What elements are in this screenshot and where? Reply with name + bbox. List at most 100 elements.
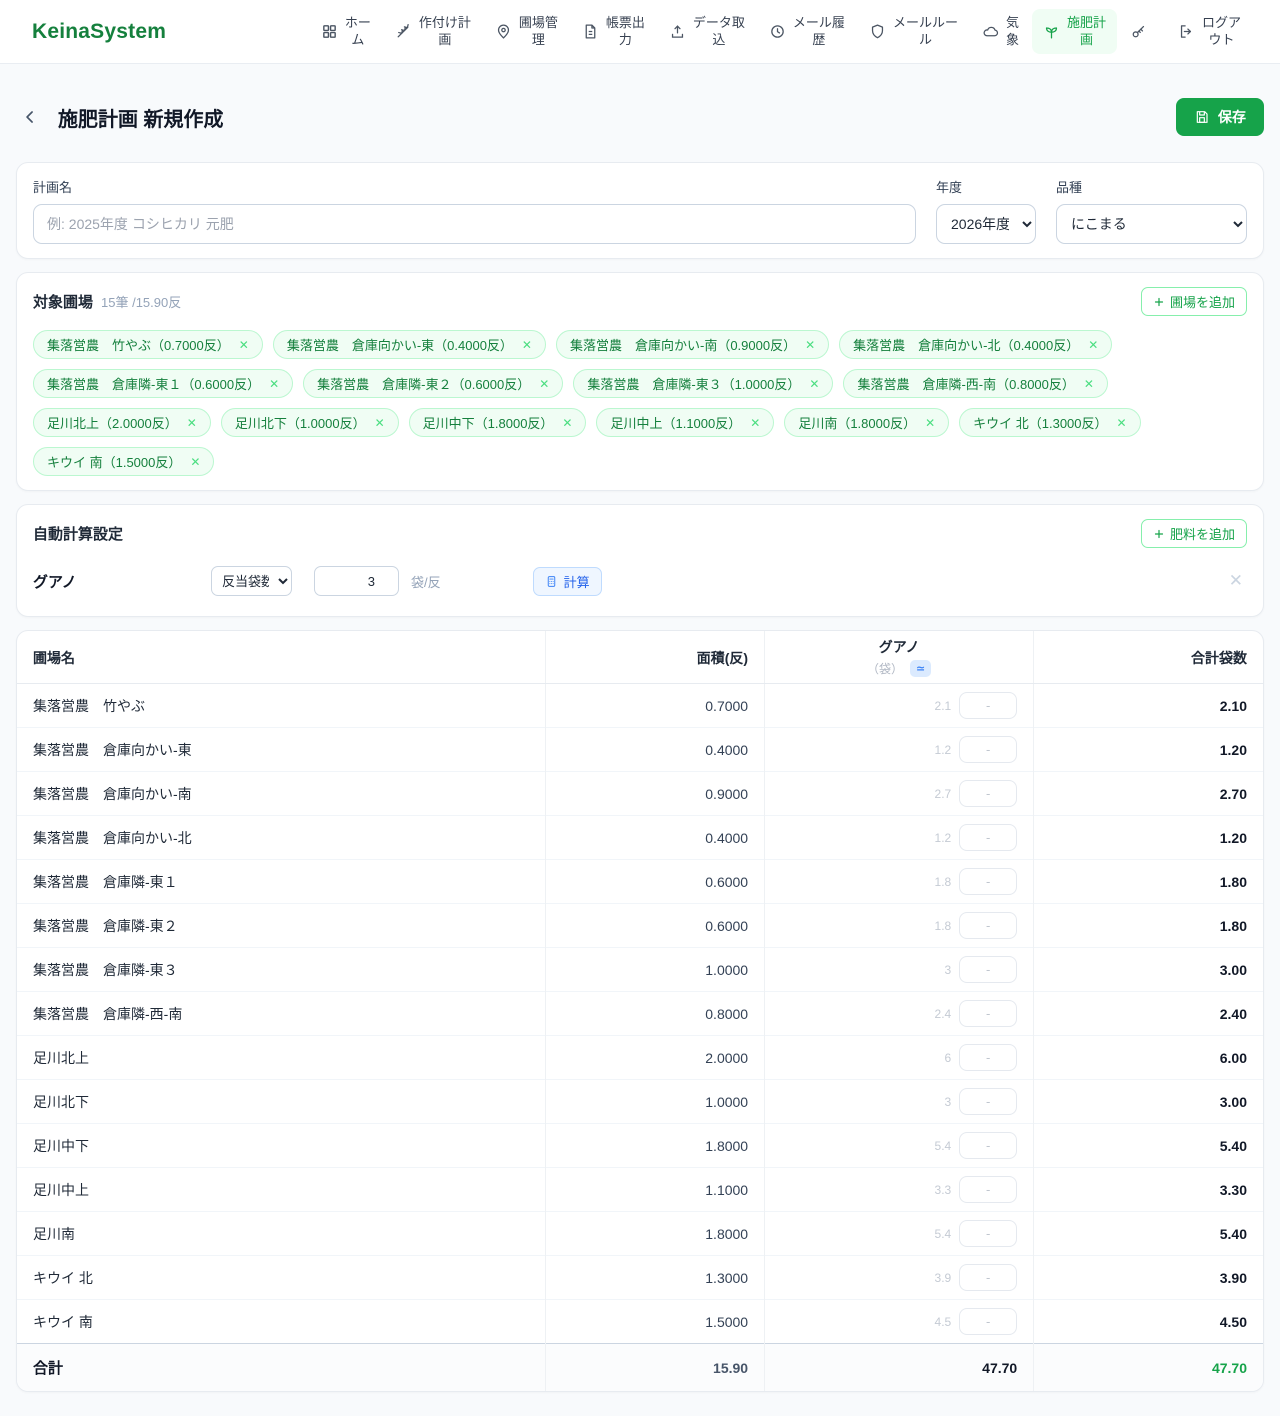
nav-item-field-management[interactable]: 圃場管 理 [484,9,569,55]
guano-override-input[interactable] [959,824,1018,851]
cell-field-name: 集落営農 倉庫隣-東１ [17,859,546,904]
chip-remove-button[interactable]: ✕ [539,378,549,390]
close-icon: ✕ [269,376,280,391]
guano-override-input[interactable] [959,1088,1018,1115]
chip-remove-button[interactable]: ✕ [1088,339,1098,351]
seedling-icon [1045,27,1058,39]
add-field-button[interactable]: 圃場を追加 [1140,287,1247,316]
cell-guano: 2.4 [764,991,1034,1036]
guano-override-input[interactable] [959,1044,1018,1071]
guano-estimate: 5.4 [934,1226,952,1241]
header-total-bags: 合計袋数 [1033,631,1263,684]
guano-override-input[interactable] [959,692,1018,719]
field-chip-label: 集落営農 倉庫向かい-東（0.4000反） [286,338,513,353]
variety-label: 品種 [1056,180,1083,195]
year-select[interactable]: 2026年度 [936,204,1036,244]
save-button[interactable]: 保存 [1176,98,1264,136]
chip-remove-button[interactable]: ✕ [375,417,385,429]
cell-field-name: 集落営農 倉庫向かい-南 [17,771,546,816]
chip-remove-button[interactable]: ✕ [187,417,197,429]
chip-remove-button[interactable]: ✕ [522,339,532,351]
field-chip-label: 集落営農 倉庫隣-東３（1.0000反） [587,377,801,392]
table-header-row: 圃場名 面積(反) グアノ （袋） ≃ 合計袋数 [17,631,1263,684]
cell-guano: 1.8 [764,859,1034,904]
variety-select[interactable]: にこまる [1056,204,1247,244]
chip-remove-button[interactable]: ✕ [269,378,279,390]
calculate-button[interactable]: 計算 [532,566,602,596]
guano-override-input[interactable] [959,1220,1018,1247]
nav-item-label: 作付け計 画 [418,14,471,47]
guano-override-input[interactable] [959,1308,1018,1335]
plus-icon [1154,529,1164,538]
field-chip: 集落営農 倉庫隣-東１（0.6000反） ✕ [33,369,294,398]
back-button[interactable] [16,103,44,131]
add-fertilizer-button[interactable]: 肥料を追加 [1140,519,1247,548]
table-row: 足川北上 2.0000 6 6.00 [17,1035,1263,1080]
table-row: 集落営農 倉庫向かい-東 0.4000 1.2 1.20 [17,727,1263,772]
guano-override-input[interactable] [959,956,1018,983]
chip-remove-button[interactable]: ✕ [1084,378,1094,390]
nav-item-label: 圃場管 理 [518,14,558,47]
nav-item-home[interactable]: ホー ム [310,9,382,55]
plan-name-input[interactable] [33,204,916,244]
guano-override-input[interactable] [959,1000,1018,1027]
approx-badge[interactable]: ≃ [910,660,932,677]
total-area: 15.90 [544,1343,765,1391]
nav-item-data-import[interactable]: データ取 込 [658,9,756,55]
nav-item-mail-rule[interactable]: メールルー ル [858,9,969,55]
chip-remove-button[interactable]: ✕ [239,339,249,351]
close-icon: ✕ [539,376,550,391]
guano-override-input[interactable] [959,1264,1018,1291]
table-row: キウイ 北 1.3000 3.9 3.90 [17,1255,1263,1300]
guano-estimate: 4.5 [934,1314,952,1329]
cell-total-bags: 2.40 [1033,991,1263,1036]
guano-override-input[interactable] [959,736,1018,763]
field-chip-label: 足川北下（1.0000反） [234,416,366,431]
field-chip-label: 集落営農 倉庫向かい-南（0.9000反） [569,338,797,353]
nav-item-weather[interactable]: 気 象 [971,9,1030,55]
document-icon [585,24,596,39]
guano-override-input[interactable] [959,1132,1018,1159]
guano-override-input[interactable] [959,780,1018,807]
close-icon: ✕ [238,337,249,352]
nav-item-fertilization-plan[interactable]: 施肥計 画 [1031,8,1117,55]
field-chip: 足川中上（1.1000反） ✕ [596,408,775,437]
chip-remove-button[interactable]: ✕ [809,378,819,390]
calc-mode-select[interactable]: 反当袋数 [211,566,292,596]
field-chip: 足川北上（2.0000反） ✕ [33,408,211,437]
table-row: キウイ 南 1.5000 4.5 4.50 [17,1299,1263,1344]
nav-item-report-output[interactable]: 帳票出 力 [571,9,656,55]
nav-item-label: ホー ム [344,14,371,47]
nav-item-logout[interactable]: ログア ウト [1167,9,1252,55]
chip-remove-button[interactable]: ✕ [562,417,572,429]
close-icon: ✕ [750,415,761,430]
plan-name-label: 計画名 [33,180,73,195]
guano-estimate: 1.2 [934,742,952,757]
logout-icon [1180,25,1192,38]
field-chip-label: 足川南（1.8000反） [798,416,917,431]
amount-input[interactable] [314,566,399,596]
fertilizer-calc-row: グアノ 反当袋数 袋/反 計算 ✕ [33,566,1247,602]
guano-override-input[interactable] [959,868,1018,895]
add-field-button-label: 圃場を追加 [1169,295,1235,310]
remove-fertilizer-button[interactable]: ✕ [1225,571,1247,591]
chip-remove-button[interactable]: ✕ [925,417,935,429]
nav-item-api-key[interactable] [1119,17,1165,46]
guano-estimate: 3 [944,1094,952,1109]
nav-item-planting-plan[interactable]: 作付け計 画 [384,9,482,55]
table-body: 集落営農 竹やぶ 0.7000 2.1 2.10 集落営農 倉庫向かい-東 0.… [17,683,1263,1344]
cell-field-name: 集落営農 倉庫向かい-北 [17,815,546,860]
close-icon: ✕ [374,415,385,430]
calculate-button-label: 計算 [563,574,590,590]
chip-remove-button[interactable]: ✕ [750,417,760,429]
nav-item-mail-history[interactable]: メール履 歴 [758,9,856,55]
cloud-icon [983,26,999,37]
guano-override-input[interactable] [959,1176,1018,1203]
field-chip: 集落営農 倉庫向かい-南（0.9000反） ✕ [555,330,830,359]
chip-remove-button[interactable]: ✕ [805,339,815,351]
guano-override-input[interactable] [959,912,1018,939]
cell-area: 0.6000 [544,903,765,948]
chip-remove-button[interactable]: ✕ [190,456,200,468]
field-chip: キウイ 北（1.3000反） ✕ [959,408,1141,437]
chip-remove-button[interactable]: ✕ [1117,417,1127,429]
